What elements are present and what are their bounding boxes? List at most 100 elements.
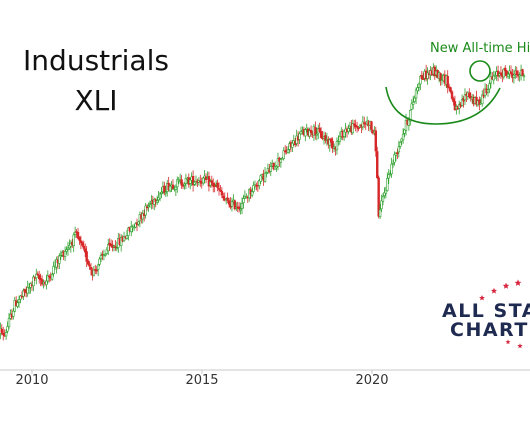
candle-body-down [76, 231, 80, 239]
candle-body-up [32, 276, 35, 287]
candle-body-up [147, 205, 150, 207]
candle-body-up [183, 183, 186, 186]
candle-body-up [411, 101, 415, 105]
candle-body-up [384, 189, 388, 194]
candle-body-up [463, 94, 467, 101]
candle-body-up [132, 226, 136, 229]
candle-body-up [522, 75, 526, 78]
candle-body-up [388, 173, 392, 175]
candle-body-down [48, 275, 51, 278]
candle-body-down [82, 245, 85, 249]
candle-body-down [36, 273, 39, 276]
candle-body-down [213, 185, 216, 187]
candle-body-up [104, 254, 107, 256]
candle-body-up [168, 185, 172, 192]
candle-body-up [22, 290, 25, 297]
candle-body-up [269, 166, 272, 172]
candle-body-up [55, 259, 58, 268]
candle-body-up [72, 234, 75, 247]
candle-body-up [16, 302, 19, 307]
candle-body-up [305, 127, 308, 130]
candle-body-up [158, 193, 162, 199]
candle-body-down [86, 260, 90, 265]
high-circle-marker [469, 60, 491, 82]
candle-body-up [342, 130, 346, 137]
candle-body-down [318, 127, 321, 132]
candle-body-down [324, 135, 327, 141]
candle-body-up [332, 146, 336, 149]
candle-body-up [381, 196, 385, 202]
candle-body-up [160, 191, 163, 194]
candle-body-up [59, 255, 62, 258]
candle-body-down [233, 200, 237, 210]
candle-body-up [66, 247, 70, 250]
candle-body-up [390, 163, 393, 175]
x-tick-label: 2010 [15, 373, 48, 388]
candle-body-up [394, 153, 398, 156]
candle-body-up [403, 129, 406, 134]
candle-body-up [6, 326, 9, 332]
candle-body-up [488, 83, 491, 90]
candle-body-up [380, 200, 383, 210]
candle-body-down [191, 176, 195, 186]
candle-body-up [137, 221, 140, 225]
candle-body-down [319, 131, 323, 138]
candle-body-up [4, 332, 8, 337]
candle-body-down [222, 195, 225, 199]
candle-body-up [410, 103, 413, 110]
candle-body-up [73, 231, 77, 235]
candle-body-up [115, 247, 119, 250]
candle-body-up [298, 133, 301, 140]
x-tick-label: 2020 [355, 373, 388, 388]
candle-body-up [12, 310, 15, 317]
candle-body-up [417, 83, 421, 88]
candle-body-up [414, 89, 418, 99]
candle-body-up [141, 213, 144, 220]
candle-body-up [240, 203, 244, 209]
candle-body-up [92, 269, 96, 276]
candle-body-down [95, 269, 98, 272]
candle-body-down [478, 99, 481, 105]
candle-body-down [439, 73, 442, 81]
candle-body-up [134, 223, 137, 228]
candle-body-down [2, 332, 5, 335]
logo-line-1: ALL STA [442, 300, 530, 322]
candle-body-down [145, 206, 149, 209]
all-star-charts-logo: ALL STA CHARTS [442, 279, 530, 349]
candle-body-up [279, 159, 283, 163]
candle-body-down [237, 206, 241, 210]
candle-body-up [386, 178, 389, 191]
candle-body-down [37, 275, 41, 280]
x-axis-ticks: 2010 2015 2020 [15, 370, 389, 388]
annotation-label: New All-time Hi [430, 41, 530, 56]
chart-title: Industrials [23, 44, 169, 77]
star-icon [517, 343, 523, 349]
candle-body-up [65, 249, 68, 252]
candle-body-up [276, 158, 280, 167]
candle-body-up [130, 226, 133, 232]
candle-body-up [347, 128, 350, 132]
candle-body-up [315, 133, 319, 136]
candle-body-up [119, 237, 123, 246]
candle-body-down [355, 125, 359, 128]
candle-body-down [0, 329, 3, 333]
candle-body-up [164, 191, 167, 194]
candle-body-down [468, 92, 471, 98]
candle-body-up [148, 203, 152, 205]
candle-body-up [52, 266, 55, 275]
candle-body-down [370, 121, 373, 130]
candle-body-up [387, 174, 390, 179]
candle-body-up [275, 166, 278, 169]
candle-body-up [19, 295, 22, 300]
candle-body-down [20, 295, 24, 298]
candle-body-up [107, 244, 110, 252]
candle-body-down [219, 189, 222, 192]
candle-body-up [157, 197, 160, 201]
candle-body-up [209, 181, 212, 186]
candle-body-down [89, 266, 93, 270]
candle-body-up [26, 287, 29, 294]
candle-body-down [396, 152, 399, 154]
candle-body-down [521, 69, 524, 76]
